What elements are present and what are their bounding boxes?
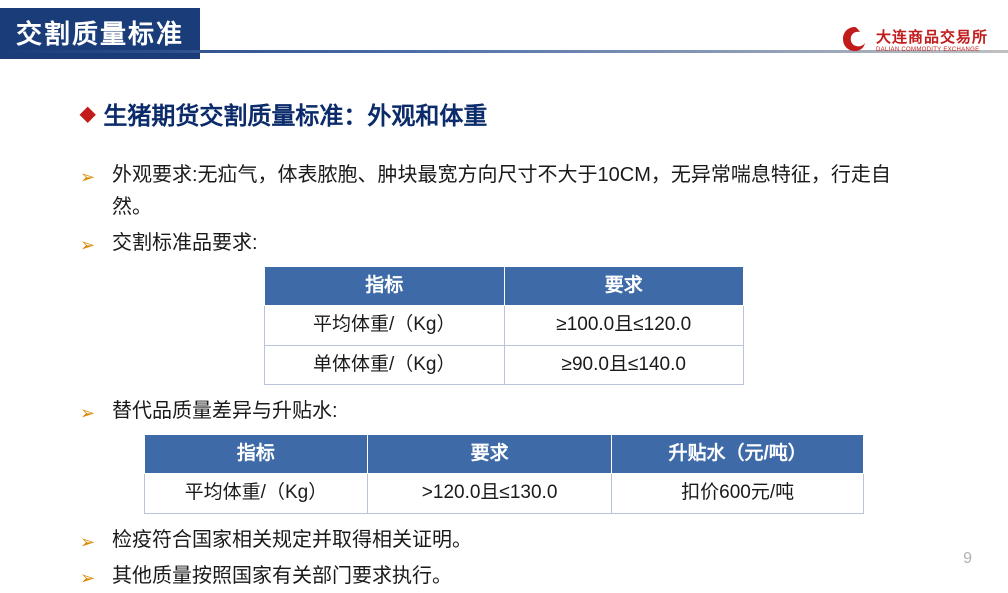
logo-text-cn: 大连商品交易所 — [876, 29, 988, 46]
list-item: ➢ 检疫符合国家相关规定并取得相关证明。 — [80, 524, 928, 557]
arrow-icon: ➢ — [80, 227, 112, 260]
logo-icon — [840, 24, 870, 54]
table-header-row: 指标 要求 升贴水（元/吨） — [145, 434, 864, 473]
bullet-text: 其他质量按照国家有关部门要求执行。 — [112, 560, 928, 592]
list-item: ➢ 交割标准品要求: — [80, 227, 928, 260]
list-item: ➢ 替代品质量差异与升贴水: — [80, 395, 928, 428]
header: 交割质量标准 大连商品交易所 DALIAN COMMODITY EXCHANGE — [0, 0, 1008, 60]
table-header: 要求 — [504, 266, 744, 305]
page-number: 9 — [963, 550, 972, 568]
bullet-text: 检疫符合国家相关规定并取得相关证明。 — [112, 524, 928, 556]
logo-text-en: DALIAN COMMODITY EXCHANGE — [876, 47, 988, 53]
table-row: 平均体重/（Kg） >120.0且≤130.0 扣价600元/吨 — [145, 474, 864, 513]
table-header: 指标 — [265, 266, 505, 305]
table-header-row: 指标 要求 — [265, 266, 744, 305]
substitute-table: 指标 要求 升贴水（元/吨） 平均体重/（Kg） >120.0且≤130.0 扣… — [144, 434, 864, 514]
table-header: 指标 — [145, 434, 368, 473]
sub-title: ◆ 生猪期货交割质量标准：外观和体重 — [80, 96, 928, 131]
sub-title-text: 生猪期货交割质量标准：外观和体重 — [103, 96, 487, 131]
arrow-icon: ➢ — [80, 159, 112, 192]
bullet-text: 外观要求:无疝气，体表脓胞、肿块最宽方向尺寸不大于10CM，无异常喘息特征，行走… — [112, 159, 928, 223]
bullet-text: 替代品质量差异与升贴水: — [112, 395, 928, 427]
table-cell: 平均体重/（Kg） — [265, 306, 505, 345]
table-cell: 平均体重/（Kg） — [145, 474, 368, 513]
table-header: 升贴水（元/吨） — [612, 434, 864, 473]
logo: 大连商品交易所 DALIAN COMMODITY EXCHANGE — [840, 24, 988, 54]
list-item: ➢ 外观要求:无疝气，体表脓胞、肿块最宽方向尺寸不大于10CM，无异常喘息特征，… — [80, 159, 928, 223]
standard-table: 指标 要求 平均体重/（Kg） ≥100.0且≤120.0 单体体重/（Kg） … — [264, 266, 744, 385]
table-header: 要求 — [367, 434, 611, 473]
table-cell: ≥100.0且≤120.0 — [504, 306, 744, 345]
diamond-icon: ◆ — [80, 101, 95, 126]
arrow-icon: ➢ — [80, 560, 112, 593]
bullet-list: ➢ 外观要求:无疝气，体表脓胞、肿块最宽方向尺寸不大于10CM，无异常喘息特征，… — [80, 159, 928, 593]
bullet-text: 交割标准品要求: — [112, 227, 928, 259]
arrow-icon: ➢ — [80, 395, 112, 428]
content-area: ◆ 生猪期货交割质量标准：外观和体重 ➢ 外观要求:无疝气，体表脓胞、肿块最宽方… — [0, 60, 1008, 593]
arrow-icon: ➢ — [80, 524, 112, 557]
list-item: ➢ 其他质量按照国家有关部门要求执行。 — [80, 560, 928, 593]
table-cell: ≥90.0且≤140.0 — [504, 345, 744, 384]
table-cell: >120.0且≤130.0 — [367, 474, 611, 513]
table-cell: 扣价600元/吨 — [612, 474, 864, 513]
table-row: 平均体重/（Kg） ≥100.0且≤120.0 — [265, 306, 744, 345]
table-row: 单体体重/（Kg） ≥90.0且≤140.0 — [265, 345, 744, 384]
table-cell: 单体体重/（Kg） — [265, 345, 505, 384]
